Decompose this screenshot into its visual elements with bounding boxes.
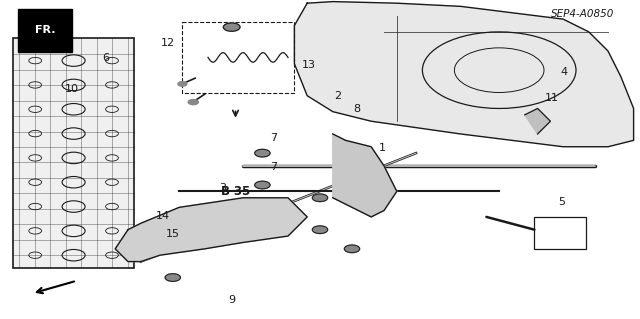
Text: 14: 14 <box>156 211 170 221</box>
Text: SEP4-A0850: SEP4-A0850 <box>551 9 614 19</box>
Text: FR.: FR. <box>41 12 61 23</box>
Text: 1: 1 <box>380 143 386 153</box>
Text: 7: 7 <box>270 161 278 172</box>
Text: 4: 4 <box>561 67 568 77</box>
Circle shape <box>312 226 328 234</box>
Circle shape <box>165 274 180 281</box>
Text: 5: 5 <box>559 197 565 207</box>
Text: B-35: B-35 <box>220 185 251 198</box>
FancyBboxPatch shape <box>13 38 134 268</box>
Polygon shape <box>333 134 397 217</box>
Text: 6: 6 <box>102 53 109 63</box>
Bar <box>534 217 586 249</box>
Text: 12: 12 <box>161 38 175 48</box>
Circle shape <box>255 149 270 157</box>
Text: 13: 13 <box>301 60 316 70</box>
Polygon shape <box>294 2 634 147</box>
Text: FR.: FR. <box>35 25 55 35</box>
Text: 9: 9 <box>228 295 236 305</box>
Circle shape <box>344 245 360 253</box>
Polygon shape <box>525 108 550 134</box>
Text: 7: 7 <box>270 133 278 143</box>
Circle shape <box>223 23 240 31</box>
Circle shape <box>312 194 328 202</box>
Circle shape <box>188 100 198 105</box>
Text: 2: 2 <box>334 91 342 101</box>
Text: 15: 15 <box>166 228 180 239</box>
Circle shape <box>178 82 187 86</box>
Bar <box>182 22 294 93</box>
Circle shape <box>255 181 270 189</box>
Text: 11: 11 <box>545 93 559 103</box>
Text: 10: 10 <box>65 84 79 94</box>
Text: 8: 8 <box>353 104 361 114</box>
Text: 3: 3 <box>220 183 226 193</box>
Polygon shape <box>115 198 307 262</box>
